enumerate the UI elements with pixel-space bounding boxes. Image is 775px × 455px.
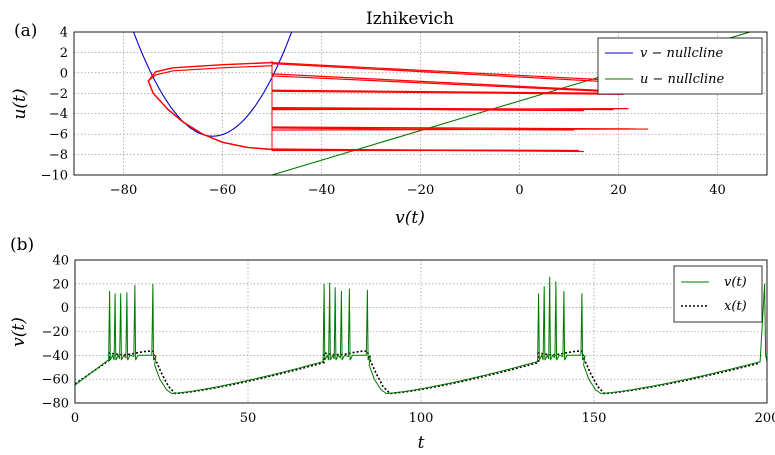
panel-a-ytick-label: 2 bbox=[60, 46, 68, 61]
panel-a-ytick-label: 4 bbox=[60, 26, 68, 41]
panel-b-ytick-label: −20 bbox=[42, 325, 69, 340]
trajectory-reset-line bbox=[271, 108, 584, 112]
panel-b-ylabel: v(t) bbox=[9, 317, 29, 347]
legend-label-u-nullcline: u − nullcline bbox=[640, 72, 725, 87]
panel-a-label: (a) bbox=[14, 21, 37, 41]
legend-box-b bbox=[673, 265, 763, 323]
panel-b-ytick-label: 20 bbox=[52, 277, 69, 292]
panel-a-ytick-label: −8 bbox=[49, 148, 68, 163]
trajectory-reset-line bbox=[271, 90, 624, 95]
panel-a-ytick-label: −2 bbox=[49, 87, 68, 102]
panel-b-frame bbox=[74, 259, 768, 404]
panel-a-xtick-label: −20 bbox=[407, 183, 434, 198]
panel-a-ytick-label: −4 bbox=[49, 107, 68, 122]
v-nullcline-line bbox=[132, 32, 293, 137]
panel-b-xtick-label: 100 bbox=[409, 411, 434, 426]
panel-b: (b) 0 50 100 150 200 −80 −60 −40 −20 0 20 40 t v(t)… bbox=[9, 235, 775, 453]
panel-a-xtick-label: −80 bbox=[110, 183, 137, 198]
legend-label-x: x(t) bbox=[724, 299, 747, 314]
trajectory-reset-line bbox=[271, 128, 629, 131]
panel-a-xlabel: v(t) bbox=[395, 208, 425, 228]
panel-b-label: (b) bbox=[10, 235, 34, 255]
legend-box-a bbox=[597, 37, 763, 95]
panel-a-ytick-label: 0 bbox=[60, 66, 68, 81]
trajectory-reset-line bbox=[271, 73, 619, 92]
panel-b-ytick-label: 40 bbox=[52, 254, 69, 269]
trajectory-reset-line bbox=[271, 89, 614, 94]
panel-b-ytick-label: −60 bbox=[42, 373, 69, 388]
panel-b-xtick-label: 150 bbox=[582, 411, 607, 426]
panel-a-xtick-label: 20 bbox=[610, 183, 627, 198]
panel-a-ytick-label: −6 bbox=[49, 128, 68, 143]
panel-a: (a) Izhikevich −80 −60 −40 −20 0 20 40−10−8−6−… bbox=[10, 9, 768, 228]
panel-b-xlabel: t bbox=[418, 433, 425, 453]
trajectory-reset-line bbox=[271, 62, 629, 82]
panel-a-legend: v − nullcline u − nullcline bbox=[597, 37, 763, 95]
trajectory-reset-line bbox=[271, 75, 624, 93]
panel-a-xtick-label: −40 bbox=[308, 183, 335, 198]
panel-b-xtick-label: 200 bbox=[755, 411, 775, 426]
panel-a-ylabel: u(t) bbox=[10, 88, 30, 119]
trajectory-loop bbox=[147, 61, 273, 151]
trajectory-loop bbox=[147, 65, 273, 151]
chart-title: Izhikevich bbox=[366, 9, 454, 29]
panel-b-xtick-label: 0 bbox=[71, 411, 79, 426]
x-series-line bbox=[75, 350, 761, 395]
legend-label-v-nullcline: v − nullcline bbox=[640, 46, 724, 61]
v-series-line bbox=[75, 276, 767, 395]
panel-a-xtick-label: −60 bbox=[209, 183, 236, 198]
panel-a-xtick-label: 0 bbox=[515, 183, 523, 198]
trajectory-reset-line bbox=[271, 63, 614, 83]
panel-b-ytick-label: 0 bbox=[61, 301, 69, 316]
panel-a-frame bbox=[73, 31, 768, 176]
panel-a-ytick-label: −10 bbox=[41, 169, 68, 184]
panel-b-ytick-label: −80 bbox=[42, 397, 69, 412]
panel-b-xtick-label: 50 bbox=[240, 411, 257, 426]
panel-a-xtick-label: 40 bbox=[709, 183, 726, 198]
panel-b-ytick-label: −40 bbox=[42, 349, 69, 364]
legend-label-v: v(t) bbox=[724, 275, 747, 290]
panel-b-legend: v(t) x(t) bbox=[673, 265, 763, 323]
